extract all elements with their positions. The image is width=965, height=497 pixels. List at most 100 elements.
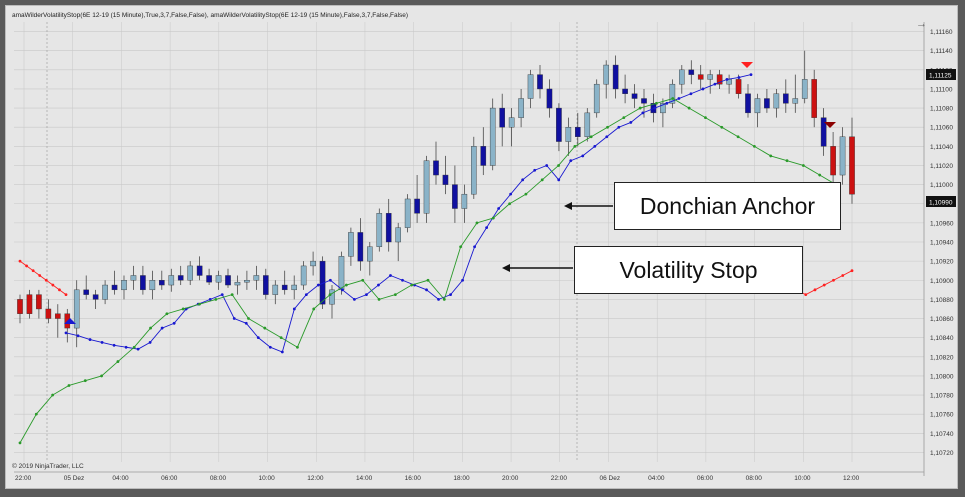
candle-body — [348, 232, 354, 257]
y-tick-label: 1,10760 — [930, 412, 954, 419]
donchian-anchor-point — [622, 116, 626, 120]
candle-body — [688, 69, 695, 75]
donchian-anchor-point — [116, 360, 120, 363]
candle-body — [546, 88, 553, 109]
volatility-stop-lower-point — [64, 331, 68, 335]
copyright-text: © 2019 NinjaTrader, LLC — [12, 462, 84, 470]
donchian-anchor-point — [801, 164, 805, 167]
volatility-stop-lower-point — [641, 111, 645, 115]
donchian-anchor-point — [181, 307, 185, 311]
y-tick-label: 1,11040 — [930, 144, 953, 151]
donchian-anchor-point — [149, 326, 152, 330]
volatility-stop-lower-point — [160, 326, 164, 330]
donchian-anchor-point — [524, 192, 528, 196]
candle-body — [773, 93, 780, 109]
volatility-stop-lower-point — [665, 101, 669, 105]
y-tick-label: 1,11000 — [930, 182, 953, 189]
candle-body — [622, 88, 628, 94]
donchian-anchor-point — [606, 125, 609, 129]
candle-body — [783, 93, 789, 104]
volatility-stop-upper-point — [38, 274, 42, 277]
candle-body — [111, 284, 118, 291]
volatility-stop-upper-point — [31, 269, 35, 273]
volatility-stop-upper-point — [64, 293, 68, 297]
donchian-anchor-point — [540, 178, 544, 182]
candle-body — [272, 284, 279, 295]
donchian-callout-arrowhead — [564, 202, 572, 210]
volatility-stop-lower-point — [316, 283, 320, 287]
y-tick-label: 1,10960 — [930, 220, 954, 227]
candle-body — [820, 117, 827, 147]
x-tick-label: 10:00 — [794, 475, 811, 482]
volatility-stop-lower-point — [401, 278, 404, 282]
x-tick-label: 06:00 — [697, 475, 714, 482]
x-tick-label: 20:00 — [502, 475, 519, 482]
candle-body — [811, 79, 817, 118]
donchian-anchor-point — [345, 283, 348, 287]
volatility-stop-callout: Volatility Stop — [574, 246, 803, 294]
donchian-anchor-point — [132, 345, 136, 349]
volatility-stop-lower-point — [689, 92, 693, 96]
candle-body — [196, 265, 203, 276]
candle-body — [159, 280, 165, 286]
volatility-callout-arrowhead — [502, 264, 510, 272]
candle-body — [849, 136, 855, 195]
volatility-stop-lower-point — [485, 226, 489, 230]
candle-body — [754, 98, 761, 114]
candle-body — [593, 83, 600, 114]
sell-signal-arrow — [824, 122, 836, 128]
volatility-stop-lower-point — [76, 334, 80, 338]
candle-body — [187, 265, 193, 281]
volatility-stop-lower-point — [268, 345, 272, 349]
donchian-anchor-point — [704, 116, 707, 120]
volatility-stop-lower-point — [148, 341, 152, 344]
y-tick-label: 1,11140 — [930, 48, 953, 55]
x-tick-label: 16:00 — [405, 475, 422, 482]
arrow-right-icon[interactable]: → — [916, 18, 927, 30]
candle-body — [735, 79, 742, 94]
volatility-stop-lower-point — [653, 106, 657, 110]
candle-body — [830, 146, 836, 176]
candle-body — [565, 127, 572, 142]
volatility-stop-lower-point — [701, 87, 705, 91]
donchian-anchor-point — [818, 173, 822, 177]
donchian-anchor-point — [508, 202, 511, 206]
candle-body — [149, 280, 156, 291]
volatility-stop-lower-point — [304, 293, 308, 297]
donchian-anchor-point — [459, 245, 463, 249]
candle-body — [801, 79, 808, 99]
price-chart[interactable]: amaWilderVolatilityStop(6E 12-19 (15 Min… — [6, 6, 959, 490]
donchian-anchor-point — [589, 135, 593, 139]
candle-body — [168, 275, 175, 286]
y-tick-label: 1,10780 — [930, 393, 954, 400]
candle-body — [263, 275, 269, 295]
donchian-anchor-point — [655, 101, 658, 105]
volatility-stop-lower-point — [677, 97, 681, 100]
candle-body — [669, 83, 676, 104]
candle-body — [660, 103, 666, 114]
volatility-stop-upper-point — [58, 288, 61, 292]
candle-body — [442, 174, 449, 185]
x-tick-label: 08:00 — [746, 475, 763, 482]
price-marker-label: 1,10990 — [929, 200, 953, 207]
candle-body — [130, 275, 137, 281]
volatility-stop-lower-point — [473, 245, 476, 249]
volatility-stop-lower-point — [497, 207, 501, 210]
candle-body — [792, 98, 799, 104]
candle-body — [253, 275, 260, 281]
donchian-anchor-point — [491, 216, 495, 220]
volatility-stop-lower-point — [533, 168, 537, 172]
volatility-stop-lower-point — [112, 343, 116, 347]
x-tick-label: 08:00 — [210, 475, 227, 482]
candle-body — [234, 281, 241, 286]
donchian-anchor-point — [442, 297, 446, 301]
volatility-stop-lower-point — [521, 178, 525, 182]
candle-body — [310, 260, 316, 267]
donchian-anchor-point — [263, 326, 267, 330]
volatility-stop-lower-point — [232, 317, 236, 320]
chart-window: amaWilderVolatilityStop(6E 12-19 (15 Min… — [5, 5, 958, 489]
candle-body — [215, 275, 222, 283]
x-tick-label: 12:00 — [307, 475, 324, 482]
candle-body — [385, 213, 392, 243]
candle-body — [423, 160, 430, 214]
